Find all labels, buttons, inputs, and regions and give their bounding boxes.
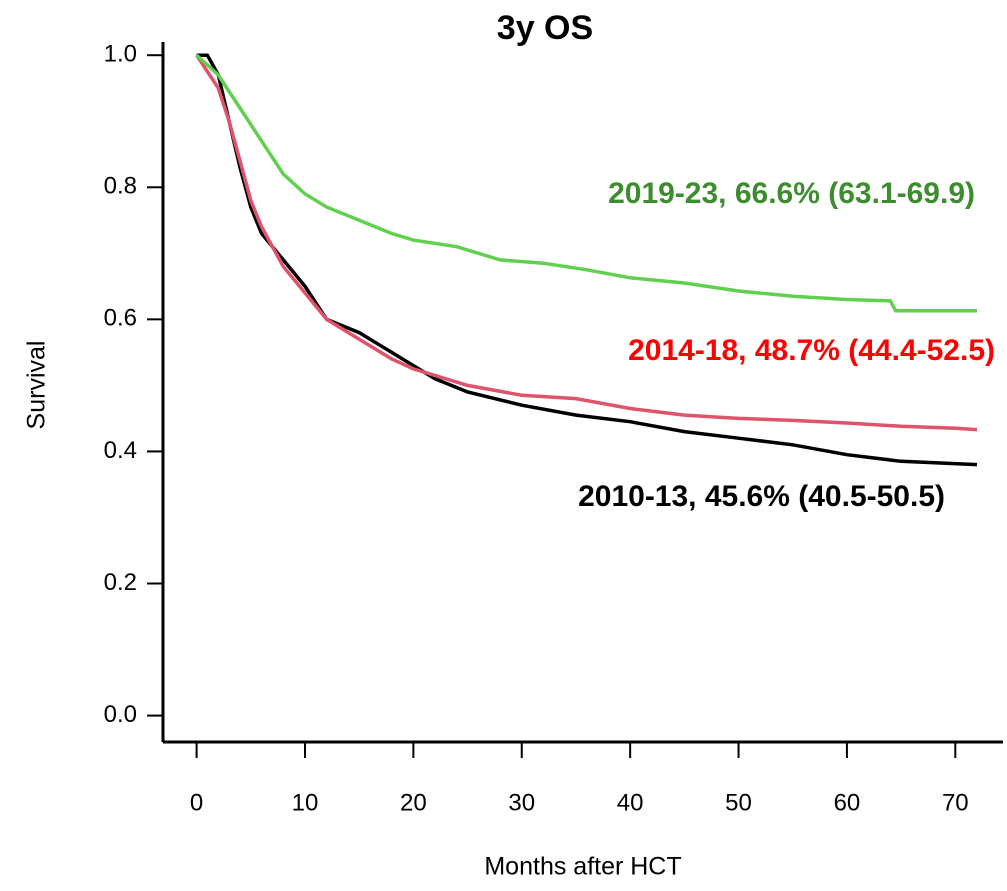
survival-curve xyxy=(195,53,977,313)
chart-title: 3y OS xyxy=(497,9,593,47)
y-tick-label: 0.2 xyxy=(104,569,137,596)
survival-curve xyxy=(196,53,978,467)
x-tick-label: 10 xyxy=(292,789,319,816)
y-tick-label: 0.6 xyxy=(104,305,137,332)
x-tick-label: 50 xyxy=(725,789,752,816)
y-axis-label: Survival xyxy=(23,341,51,430)
x-tick-label: 30 xyxy=(508,789,535,816)
annotation: 2010-13, 45.6% (40.5-50.5) xyxy=(578,480,945,513)
y-tick-label: 1.0 xyxy=(104,41,137,68)
x-tick-label: 40 xyxy=(617,789,644,816)
survival-curve xyxy=(195,54,978,432)
annotation: 2019-23, 66.6% (63.1-69.9) xyxy=(608,177,975,210)
y-tick-label: 0.4 xyxy=(104,437,137,464)
y-tick-label: 0.0 xyxy=(104,701,137,728)
x-axis-label: Months after HCT xyxy=(484,853,681,881)
x-tick-label: 70 xyxy=(942,789,969,816)
x-tick-label: 60 xyxy=(834,789,861,816)
y-tick-label: 0.8 xyxy=(104,173,137,200)
annotation: 2014-18, 48.7% (44.4-52.5) xyxy=(628,334,995,367)
x-tick-label: 0 xyxy=(190,789,203,816)
x-tick-label: 20 xyxy=(400,789,427,816)
